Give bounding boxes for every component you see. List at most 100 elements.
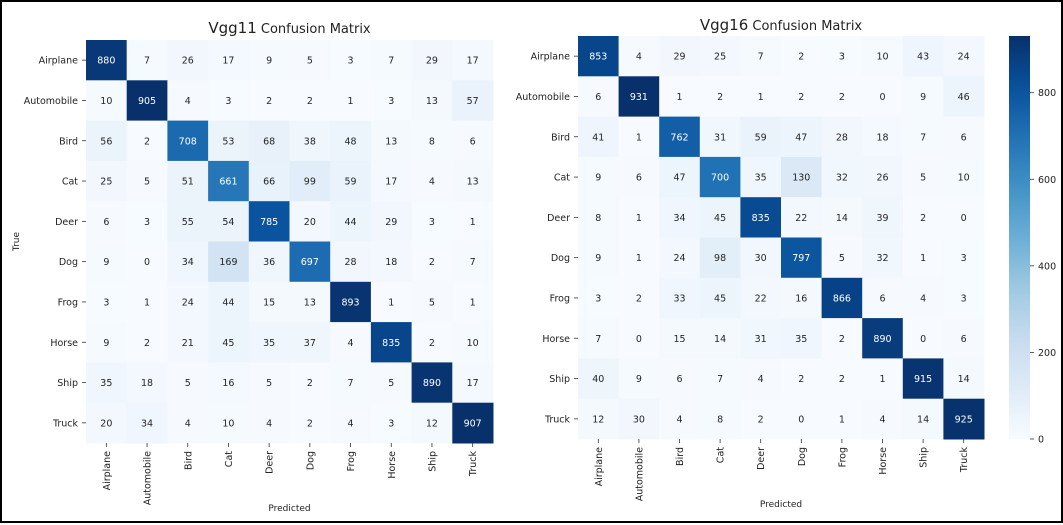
heatmap-cell — [862, 237, 904, 279]
y-tick-label: Cat — [62, 177, 78, 188]
x-tick-label: Cat — [224, 451, 235, 467]
y-tick-label: Ship — [57, 378, 78, 389]
cell-value: 4 — [185, 96, 191, 107]
cell-value: 0 — [636, 334, 642, 345]
y-tick-label: Deer — [55, 217, 78, 228]
heatmap-cell — [943, 76, 985, 118]
cell-value: 8 — [429, 136, 435, 147]
cell-value: 68 — [263, 136, 275, 147]
cell-value: 35 — [795, 334, 807, 345]
cell-value: 4 — [266, 418, 272, 429]
heatmap-cell — [330, 80, 372, 122]
cell-value: 15 — [263, 297, 275, 308]
heatmap-cell — [740, 197, 782, 238]
heatmap-cell — [618, 237, 660, 279]
y-tick-label: Airplane — [39, 56, 79, 67]
cell-value: 835 — [382, 338, 400, 349]
cell-value: 1 — [920, 253, 926, 264]
cell-value: 18 — [141, 378, 153, 389]
x-tick-label: Automobile — [634, 447, 645, 501]
cell-value: 1 — [879, 374, 885, 385]
heatmap-cell — [659, 36, 701, 77]
x-tick-label: Deer — [756, 447, 767, 470]
y-tick-label: Bird — [59, 136, 78, 147]
cell-value: 21 — [182, 338, 194, 349]
cell-value: 31 — [755, 334, 767, 345]
cell-value: 34 — [673, 213, 685, 224]
heatmap-cell — [126, 80, 168, 122]
heatmap-cell — [452, 160, 494, 202]
cell-value: 40 — [592, 374, 604, 385]
heatmap-cell — [781, 36, 823, 77]
heatmap-cell — [781, 156, 823, 198]
y-axis-label: True — [12, 231, 22, 252]
cell-value: 0 — [920, 334, 926, 345]
heatmap-cell — [740, 318, 782, 359]
heatmap-cell — [248, 362, 290, 404]
heatmap-cell — [618, 197, 660, 238]
heatmap-cell — [740, 36, 782, 77]
cell-value: 31 — [714, 132, 726, 143]
cell-value: 66 — [263, 177, 275, 188]
heatmap-cell — [86, 120, 128, 162]
heatmap-cell — [699, 116, 741, 158]
x-tick-label: Bird — [675, 447, 686, 466]
heatmap-cell — [943, 197, 985, 238]
heatmap-cell — [86, 201, 128, 242]
heatmap-cell — [86, 160, 128, 202]
cell-value: 56 — [100, 136, 112, 147]
heatmap-cell — [578, 76, 620, 118]
cell-value: 43 — [917, 52, 929, 63]
cell-value: 55 — [182, 217, 194, 228]
heatmap-cell — [289, 241, 331, 283]
y-tick-label: Airplane — [531, 52, 571, 63]
heatmap-cell — [248, 201, 290, 242]
cell-value: 6 — [676, 374, 682, 385]
heatmap-cell — [781, 197, 823, 238]
cell-value: 30 — [633, 414, 645, 425]
cell-value: 37 — [304, 338, 316, 349]
cell-value: 762 — [670, 132, 688, 143]
heatmap-cell — [86, 402, 128, 444]
heatmap-cell — [578, 358, 620, 400]
heatmap-cell — [167, 80, 209, 122]
cell-value: 907 — [464, 418, 482, 429]
heatmap-cell — [659, 398, 701, 440]
cell-value: 0 — [144, 257, 150, 268]
heatmap-cell — [370, 322, 413, 363]
heatmap-cell — [862, 116, 904, 158]
heatmap-cell — [659, 116, 701, 158]
cell-value: 890 — [423, 378, 441, 389]
cell-value: 890 — [873, 334, 891, 345]
heatmap-cell — [452, 402, 494, 444]
heatmap-cell — [126, 120, 168, 162]
heatmap-cell — [902, 36, 944, 77]
heatmap-cell — [167, 120, 209, 162]
heatmap-cell — [411, 80, 453, 122]
cell-value: 3 — [961, 253, 967, 264]
cell-value: 35 — [100, 378, 112, 389]
heatmap-cell — [167, 201, 209, 242]
heatmap-cell — [943, 116, 985, 158]
x-tick-label: Horse — [387, 451, 398, 479]
heatmap-cell — [452, 362, 494, 404]
heatmap-cell — [248, 281, 290, 323]
cell-value: 130 — [792, 173, 810, 184]
cell-value: 32 — [876, 253, 888, 264]
heatmap-cell — [740, 116, 782, 158]
x-tick-label: Dog — [797, 447, 808, 466]
heatmap-cell — [943, 358, 985, 400]
cell-value: 9 — [920, 92, 926, 103]
cell-value: 45 — [714, 293, 726, 304]
cell-value: 1 — [388, 297, 394, 308]
x-tick-label: Horse — [878, 447, 889, 475]
cell-value: 24 — [182, 297, 194, 308]
cell-value: 9 — [103, 257, 109, 268]
heatmap-cell — [862, 156, 904, 198]
heatmap-cell — [208, 322, 250, 363]
heatmap-cell — [126, 160, 168, 202]
heatmap-cell — [618, 358, 660, 400]
heatmap-cell — [821, 156, 863, 198]
y-tick-label: Cat — [554, 173, 570, 184]
heatmap-cell — [659, 318, 701, 359]
